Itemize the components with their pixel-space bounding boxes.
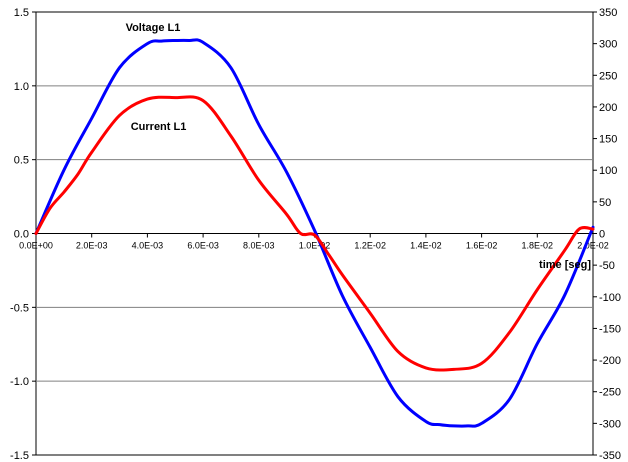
x-tick-label: 1.8E-02 — [522, 241, 554, 251]
series-annotation: Voltage L1 — [126, 22, 181, 34]
right-tick-label: -100 — [599, 292, 621, 304]
left-y-axis: 1.5 1.0 0.5 0.0 -0.5 -1.0 -1.5 — [10, 7, 36, 462]
left-tick-label: -1.0 — [10, 376, 29, 388]
x-axis-label: time [seg] — [539, 259, 591, 271]
right-tick-label: 100 — [599, 165, 617, 177]
left-tick-label: 1.0 — [14, 81, 29, 93]
right-tick-label: 150 — [599, 134, 617, 146]
x-tick-label: 2.0E-02 — [577, 241, 609, 251]
x-tick-label: 8.0E-03 — [243, 241, 275, 251]
x-tick-label: 1.4E-02 — [410, 241, 442, 251]
left-tick-label: 0.0 — [14, 229, 29, 241]
x-tick-label: 1.6E-02 — [466, 241, 498, 251]
right-tick-label: -250 — [599, 387, 621, 399]
left-tick-label: -1.5 — [10, 450, 29, 462]
annotation-layer: Voltage L1 Current L1 — [126, 22, 187, 133]
series-line-current-l1 — [34, 95, 595, 372]
right-tick-label: 300 — [599, 39, 617, 51]
x-tick-label: 2.0E-03 — [76, 241, 108, 251]
series-line-voltage-l1 — [34, 38, 595, 428]
left-tick-label: 0.5 — [14, 155, 29, 167]
x-tick-label: 0.0E+00 — [19, 241, 53, 251]
x-tick-label: 1.2E-02 — [354, 241, 386, 251]
series-layer — [34, 38, 595, 428]
left-tick-label: 1.5 — [14, 7, 29, 19]
right-tick-label: -350 — [599, 450, 621, 462]
right-tick-label: -200 — [599, 355, 621, 367]
right-tick-label: 0 — [599, 229, 605, 241]
x-tick-label: 6.0E-03 — [187, 241, 219, 251]
x-tick-label: 4.0E-03 — [132, 241, 164, 251]
right-tick-label: 200 — [599, 102, 617, 114]
right-y-axis: 350 300 250 200 150 100 50 0 -50 -100 -150 -200 -250… — [593, 7, 621, 462]
x-tick-label: 1.0E-02 — [299, 241, 331, 251]
right-tick-label: -50 — [599, 260, 615, 272]
series-annotation: Current L1 — [131, 121, 187, 133]
right-tick-label: 50 — [599, 197, 611, 209]
right-tick-label: -300 — [599, 418, 621, 430]
left-tick-label: -0.5 — [10, 302, 29, 314]
right-tick-label: -150 — [599, 323, 621, 335]
right-tick-label: 250 — [599, 70, 617, 82]
right-tick-label: 350 — [599, 7, 617, 19]
